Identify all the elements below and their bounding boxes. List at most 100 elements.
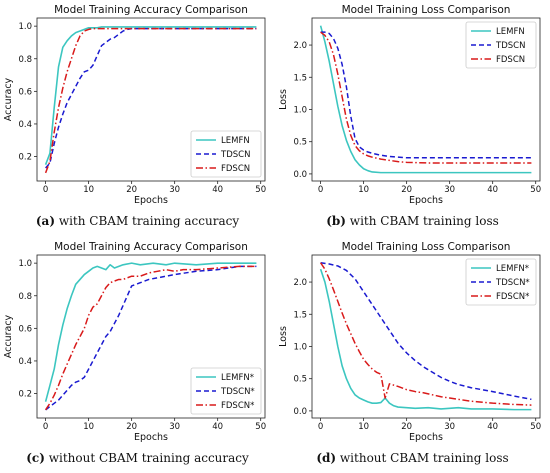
chart-svg: Model Training Loss Comparison 0 10 20 30 40 5… xyxy=(278,4,541,206)
chart-panel: Model Training Loss Comparison 0 10 20 30 40 5… xyxy=(275,237,550,473)
y-tick-label: 0.5 xyxy=(293,138,307,148)
x-axis-label: Epochs xyxy=(134,195,168,206)
legend-label: TDSCN xyxy=(220,150,250,160)
axes-frame xyxy=(311,17,541,182)
legend-box xyxy=(190,130,262,178)
x-tick-label: 10 xyxy=(83,185,94,195)
y-tick-label: 2.0 xyxy=(293,278,307,288)
y-tick-label: 0.6 xyxy=(18,87,32,97)
axes-frame xyxy=(36,17,266,182)
legend-label: FDSCN xyxy=(221,164,250,174)
figure-caption: (b) with CBAM training loss xyxy=(275,214,550,228)
series-line-tdscn xyxy=(320,31,532,159)
x-tick-label: 50 xyxy=(530,422,541,432)
x-tick-label: 0 xyxy=(43,422,48,432)
caption-text: with CBAM training loss xyxy=(345,214,499,228)
chart-svg: Model Training Accuracy Comparison 0 10 20 3… xyxy=(3,4,266,206)
figure-caption: (a) with CBAM training accuracy xyxy=(0,214,275,228)
x-tick-label: 40 xyxy=(212,185,223,195)
caption-letter: (d) xyxy=(316,451,337,465)
legend-label: LEMFN xyxy=(221,136,250,146)
x-tick-label: 40 xyxy=(487,185,498,195)
y-tick-label: 0.4 xyxy=(18,120,32,130)
figure-caption: (c) without CBAM training accuracy xyxy=(0,451,275,465)
caption-text: with CBAM training accuracy xyxy=(55,214,240,228)
x-tick-label: 30 xyxy=(169,422,180,432)
legend-label: TDSCN* xyxy=(220,387,255,397)
x-tick-label: 30 xyxy=(444,422,455,432)
y-axis-label: Loss xyxy=(278,326,289,347)
x-tick-label: 0 xyxy=(43,185,48,195)
legend-label: FDSCN* xyxy=(496,292,529,302)
y-tick-label: 1.0 xyxy=(293,105,307,115)
caption-letter: (a) xyxy=(35,214,55,228)
chart-title: Model Training Loss Comparison xyxy=(342,4,511,16)
y-tick-label: 1.5 xyxy=(293,73,307,83)
y-tick-label: 0.0 xyxy=(293,170,307,180)
legend-label: LEMFN* xyxy=(221,373,254,383)
y-axis-label: Accuracy xyxy=(3,77,14,121)
x-axis-label: Epochs xyxy=(409,195,443,206)
y-tick-label: 1.0 xyxy=(18,259,32,269)
x-tick-label: 0 xyxy=(318,185,323,195)
series-line-lemfn xyxy=(44,26,257,165)
series-line-lemfn-star xyxy=(44,262,257,402)
y-tick-label: 0.6 xyxy=(18,324,32,334)
y-axis-label: Loss xyxy=(278,89,289,110)
y-tick-label: 0.2 xyxy=(18,390,32,400)
x-tick-label: 20 xyxy=(126,185,137,195)
series-line-tdscn xyxy=(45,27,257,169)
y-tick-label: 1.0 xyxy=(18,22,32,32)
chart-panel: Model Training Accuracy Comparison 0 10 20 3… xyxy=(0,0,275,236)
legend-label: FDSCN* xyxy=(221,401,254,411)
x-tick-label: 30 xyxy=(444,185,455,195)
series-line-tdscn-star xyxy=(45,265,257,411)
chart-title: Model Training Loss Comparison xyxy=(342,241,511,253)
legend-label: LEMFN xyxy=(496,27,525,37)
x-tick-label: 40 xyxy=(487,422,498,432)
x-tick-label: 50 xyxy=(255,185,266,195)
y-tick-label: 0.8 xyxy=(18,292,32,302)
caption-letter: (b) xyxy=(326,214,346,228)
axes-frame xyxy=(311,254,541,419)
series-line-fdscn xyxy=(320,31,532,164)
caption-text: without CBAM training loss xyxy=(336,451,509,465)
chart-svg: Model Training Accuracy Comparison 0 10 20 3… xyxy=(3,241,266,443)
series-line-tdscn-star xyxy=(320,261,532,401)
chart-title: Model Training Accuracy Comparison xyxy=(54,4,248,16)
y-tick-label: 0.0 xyxy=(293,407,307,417)
legend-label: LEMFN* xyxy=(496,264,529,274)
legend-label: FDSCN xyxy=(496,55,525,65)
series-line-lemfn xyxy=(319,25,532,174)
caption-text: without CBAM training accuracy xyxy=(44,451,249,465)
y-tick-label: 1.0 xyxy=(293,342,307,352)
axes-frame xyxy=(36,254,266,419)
chart-svg: Model Training Loss Comparison 0 10 20 30 40 5… xyxy=(278,241,541,443)
x-tick-label: 10 xyxy=(83,422,94,432)
series-line-fdscn xyxy=(44,27,257,174)
series-line-fdscn-star xyxy=(319,262,532,406)
x-tick-label: 20 xyxy=(401,185,412,195)
x-tick-label: 50 xyxy=(255,422,266,432)
legend-box xyxy=(465,21,537,69)
legend-label: TDSCN xyxy=(495,41,525,51)
y-tick-label: 0.2 xyxy=(18,153,32,163)
x-tick-label: 10 xyxy=(358,422,369,432)
chart-title: Model Training Accuracy Comparison xyxy=(54,241,248,253)
x-tick-label: 20 xyxy=(126,422,137,432)
x-axis-label: Epochs xyxy=(134,432,168,443)
x-tick-label: 10 xyxy=(358,185,369,195)
x-tick-label: 40 xyxy=(212,422,223,432)
legend-box xyxy=(465,258,537,306)
legend-box xyxy=(190,367,262,415)
y-tick-label: 0.8 xyxy=(18,55,32,65)
y-tick-label: 2.0 xyxy=(293,41,307,51)
caption-letter: (c) xyxy=(26,451,45,465)
chart-panel: Model Training Accuracy Comparison 0 10 20 3… xyxy=(0,237,275,473)
y-tick-label: 0.5 xyxy=(293,375,307,385)
x-tick-label: 30 xyxy=(169,185,180,195)
x-axis-label: Epochs xyxy=(409,432,443,443)
y-tick-label: 1.5 xyxy=(293,310,307,320)
chart-panel: Model Training Loss Comparison 0 10 20 30 40 5… xyxy=(275,0,550,236)
